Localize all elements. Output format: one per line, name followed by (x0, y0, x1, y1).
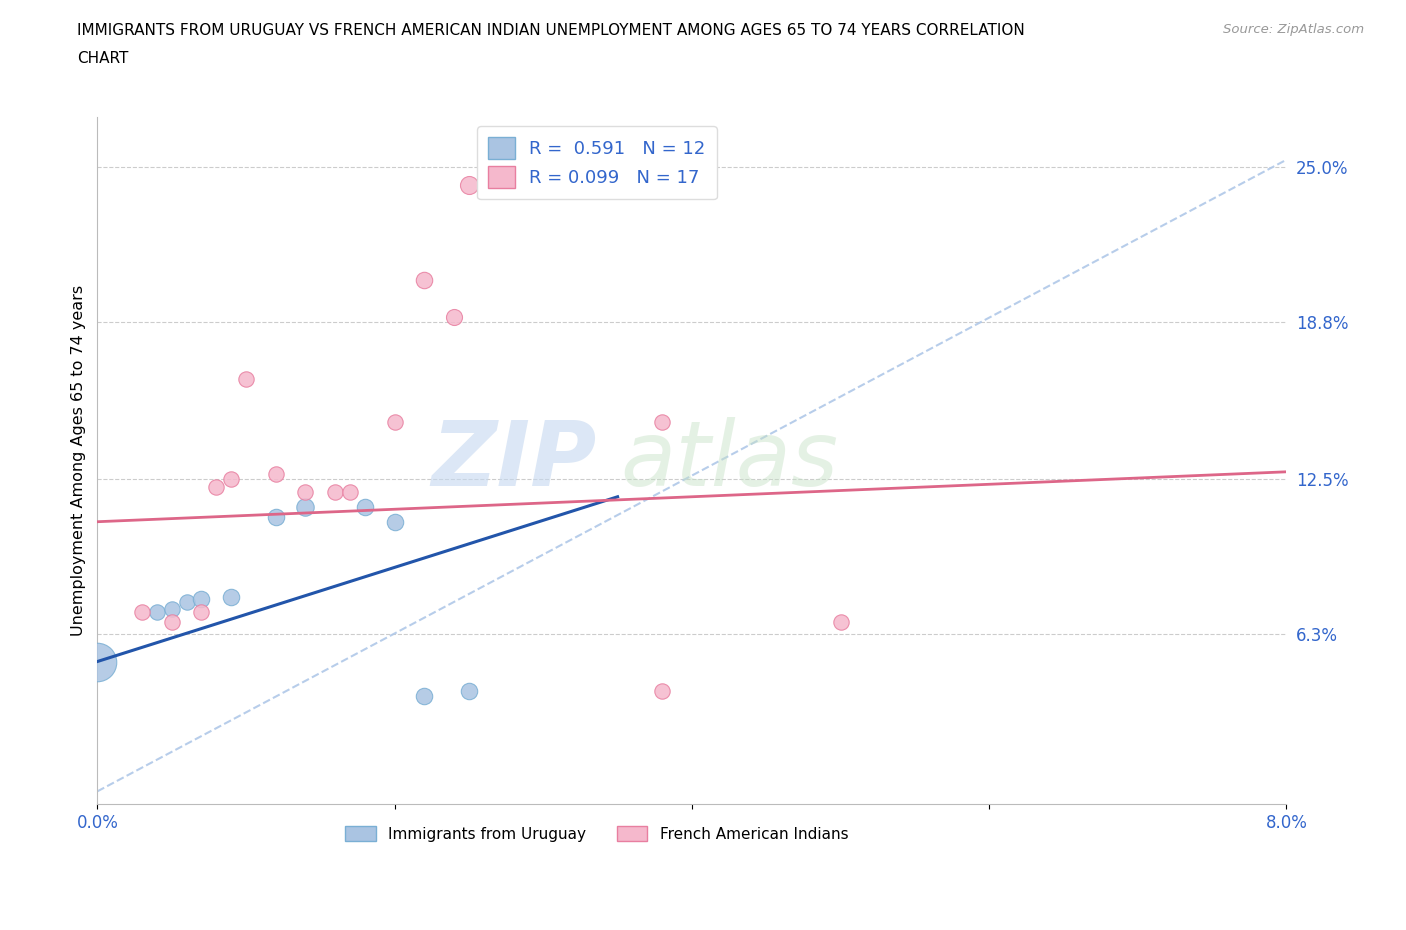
Text: Source: ZipAtlas.com: Source: ZipAtlas.com (1223, 23, 1364, 36)
Point (86, 654, 108, 669)
Point (219, 472, 242, 486)
Point (146, 604, 169, 619)
Point (264, 510, 287, 525)
Point (413, 689, 436, 704)
Point (160, 614, 183, 629)
Point (294, 485, 316, 499)
Point (651, 415, 673, 430)
Point (235, 372, 257, 387)
Point (219, 590, 242, 604)
Point (651, 684, 673, 699)
Point (384, 415, 406, 430)
Y-axis label: Unemployment Among Ages 65 to 74 years: Unemployment Among Ages 65 to 74 years (72, 285, 86, 636)
Point (413, 272, 436, 287)
Point (264, 467, 287, 482)
Point (830, 614, 852, 629)
Text: CHART: CHART (77, 51, 129, 66)
Point (190, 591, 212, 606)
Point (205, 479, 228, 494)
Point (458, 684, 481, 699)
Text: IMMIGRANTS FROM URUGUAY VS FRENCH AMERICAN INDIAN UNEMPLOYMENT AMONG AGES 65 TO : IMMIGRANTS FROM URUGUAY VS FRENCH AMERIC… (77, 23, 1025, 38)
Point (160, 602, 183, 617)
Point (354, 499, 377, 514)
Point (323, 485, 346, 499)
Text: atlas: atlas (620, 417, 838, 505)
Point (458, 178, 481, 193)
Point (443, 310, 465, 325)
Point (190, 604, 212, 619)
Legend: Immigrants from Uruguay, French American Indians: Immigrants from Uruguay, French American… (339, 819, 855, 847)
Point (176, 594, 198, 609)
Point (384, 514, 406, 529)
Point (131, 604, 153, 619)
Point (339, 485, 361, 499)
Text: ZIP: ZIP (432, 417, 596, 505)
Point (294, 499, 316, 514)
